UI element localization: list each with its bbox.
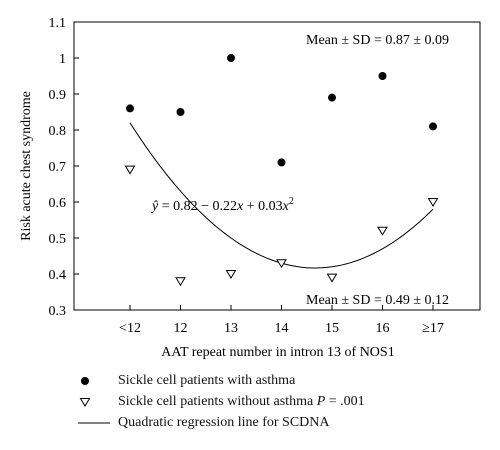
- x-tick-label: <12: [119, 321, 141, 336]
- no-asthma-point: [225, 270, 237, 279]
- regression-line: [129, 122, 434, 269]
- legend-label-regression: Quadratic regression line for SCDNA: [118, 414, 330, 430]
- no-asthma-point: [175, 277, 186, 287]
- asthma-point: [328, 93, 336, 102]
- y-tick-label: 0.6: [49, 196, 67, 211]
- legend-item-no-asthma: Sickle cell patients without asthma P = …: [78, 391, 365, 412]
- no-asthma-point: [124, 165, 136, 175]
- y-tick-label: 0.8: [49, 124, 67, 139]
- asthma-point: [378, 72, 387, 80]
- open-triangle-icon: [78, 395, 118, 409]
- filled-circle-icon: [78, 374, 118, 388]
- regression-equation: ŷ = 0.82 − 0.22x + 0.03x2: [150, 196, 294, 214]
- y-tick-label: 0.3: [49, 304, 67, 319]
- legend: Sickle cell patients with asthma Sickle …: [78, 370, 365, 433]
- asthma-point: [176, 108, 185, 116]
- annotation-mean-asthma: Mean ± SD = 0.87 ± 0.09: [306, 33, 449, 48]
- x-tick-label: 14: [275, 321, 289, 336]
- no-asthma-point: [377, 226, 388, 236]
- legend-label-no-asthma: Sickle cell patients without asthma P = …: [118, 393, 365, 409]
- asthma-point: [277, 158, 286, 167]
- x-axis: <12 12 13 14 15 16 ≥17: [119, 305, 444, 336]
- chart: 0.3 0.4 0.5 0.6 0.7 0.8 0.9 1 1.1 <12 12 13 14 15 16 ≥…: [19, 16, 481, 360]
- line-icon: [78, 416, 118, 430]
- x-tick-label: 15: [325, 321, 339, 336]
- y-tick-label: 1.1: [49, 16, 67, 31]
- y-axis: 0.3 0.4 0.5 0.6 0.7 0.8 0.9 1 1.1: [49, 16, 79, 319]
- legend-label-asthma: Sickle cell patients with asthma: [118, 372, 296, 388]
- y-tick-label: 1: [59, 52, 66, 67]
- data-marks: [124, 54, 439, 287]
- no-asthma-point: [427, 198, 439, 207]
- y-tick-label: 0.5: [49, 232, 67, 247]
- no-asthma-point: [326, 273, 338, 283]
- asthma-point: [227, 54, 235, 62]
- legend-item-regression: Quadratic regression line for SCDNA: [78, 412, 365, 433]
- x-tick-label: 12: [174, 321, 188, 336]
- asthma-point: [429, 122, 437, 131]
- legend-item-asthma: Sickle cell patients with asthma: [78, 370, 365, 391]
- x-tick-label: 16: [376, 321, 390, 336]
- y-axis-title: Risk acute chest syndrome: [19, 91, 34, 241]
- y-tick-label: 0.4: [49, 268, 67, 283]
- y-tick-label: 0.7: [49, 160, 67, 175]
- x-axis-title: AAT repeat number in intron 13 of NOS1: [161, 345, 394, 360]
- x-tick-label: 13: [224, 321, 238, 336]
- y-tick-label: 0.9: [49, 88, 67, 103]
- asthma-point: [126, 104, 134, 113]
- x-tick-label: ≥17: [422, 321, 444, 336]
- no-asthma-point: [276, 259, 287, 269]
- annotation-mean-no-asthma: Mean ± SD = 0.49 ± 0.12: [306, 293, 449, 308]
